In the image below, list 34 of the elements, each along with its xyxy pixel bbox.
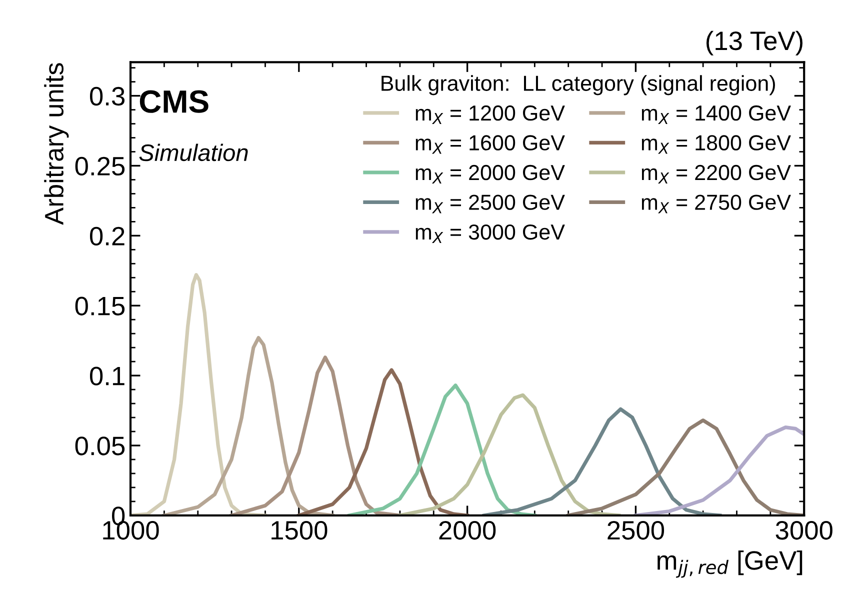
line-series (398, 393, 621, 516)
line-series (297, 368, 470, 516)
y-tick-label: 0.3 (90, 86, 124, 106)
legend-label: m$_{X}$ = 1600 GeV (416, 135, 565, 154)
line-series (634, 426, 804, 516)
y-tick-label: 0.05 (75, 436, 125, 456)
line-series (348, 384, 536, 516)
line-series (482, 407, 722, 516)
legend-label: m$_{X}$ = 2500 GeV (416, 194, 565, 214)
line-series (130, 273, 268, 516)
x-tick-label: 2500 (608, 521, 664, 540)
legend-label: m$_{X}$ = 2200 GeV (642, 164, 791, 184)
y-tick-label: 0.1 (90, 366, 124, 386)
annotation: Simulation (139, 144, 248, 162)
y-tick-label: 0.15 (75, 296, 125, 316)
x-axis-title: m$_{jj,red}$ [GeV] (658, 550, 802, 578)
x-tick-label: 1500 (272, 521, 328, 540)
y-tick-label: 0.2 (90, 226, 124, 246)
y-tick-label: 0.25 (75, 156, 125, 176)
legend-label: m$_{X}$ = 1200 GeV (416, 105, 565, 124)
annotation: CMS (140, 90, 208, 113)
legend-label: m$_{X}$ = 1800 GeV (642, 135, 791, 154)
line-series (230, 356, 402, 516)
line-series (162, 336, 334, 516)
line-series (566, 418, 804, 516)
legend-label: m$_{X}$ = 1400 GeV (642, 105, 791, 124)
y-axis-title: Arbitrary units (44, 63, 69, 225)
legend-label: m$_{X}$ = 3000 GeV (416, 224, 565, 244)
legend-label: m$_{X}$ = 2000 GeV (416, 164, 565, 184)
x-tick-label: 3000 (776, 521, 832, 540)
text: (13 TeV) (706, 30, 802, 56)
legend-title: Bulk graviton: LL category (signal region) (382, 75, 775, 96)
legend-label: m$_{X}$ = 2750 GeV (642, 194, 791, 214)
x-tick-label: 2000 (439, 521, 496, 540)
